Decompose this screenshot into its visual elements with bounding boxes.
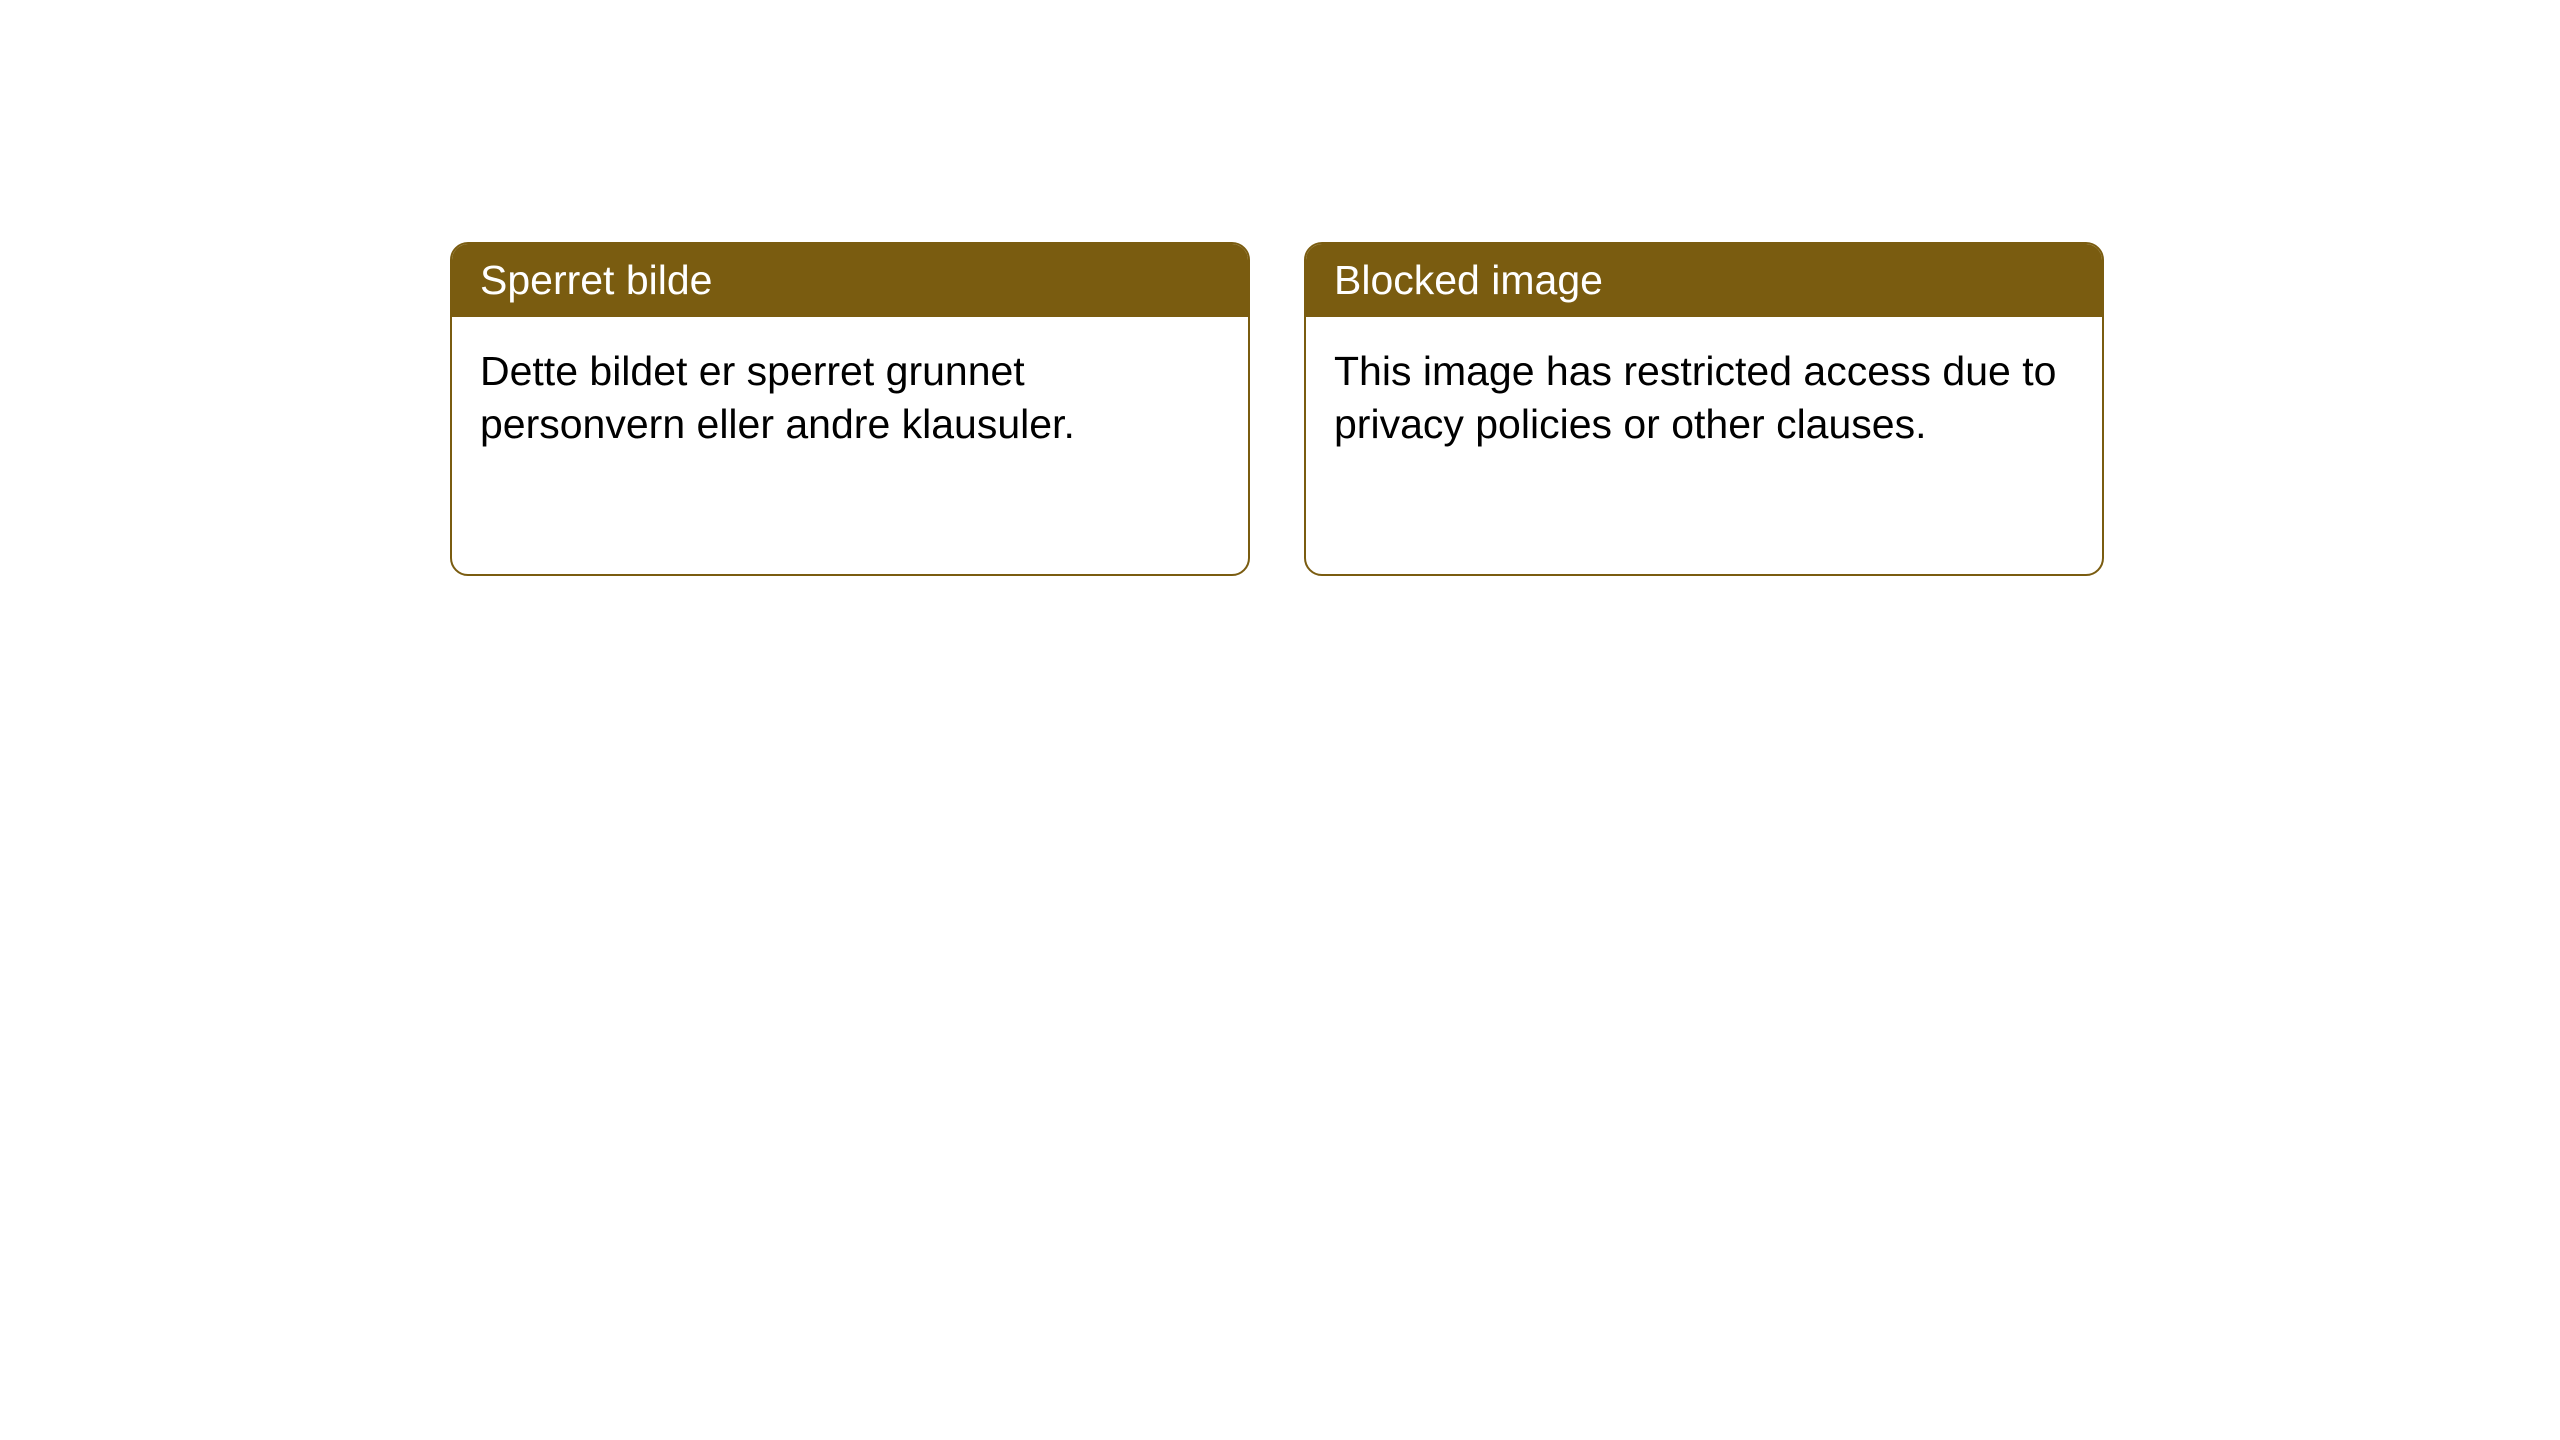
notice-card-norwegian: Sperret bilde Dette bildet er sperret gr… [450, 242, 1250, 576]
notice-title: Sperret bilde [452, 244, 1248, 317]
notices-container: Sperret bilde Dette bildet er sperret gr… [450, 242, 2560, 576]
notice-body: Dette bildet er sperret grunnet personve… [452, 317, 1248, 478]
notice-body: This image has restricted access due to … [1306, 317, 2102, 478]
notice-card-english: Blocked image This image has restricted … [1304, 242, 2104, 576]
notice-title: Blocked image [1306, 244, 2102, 317]
